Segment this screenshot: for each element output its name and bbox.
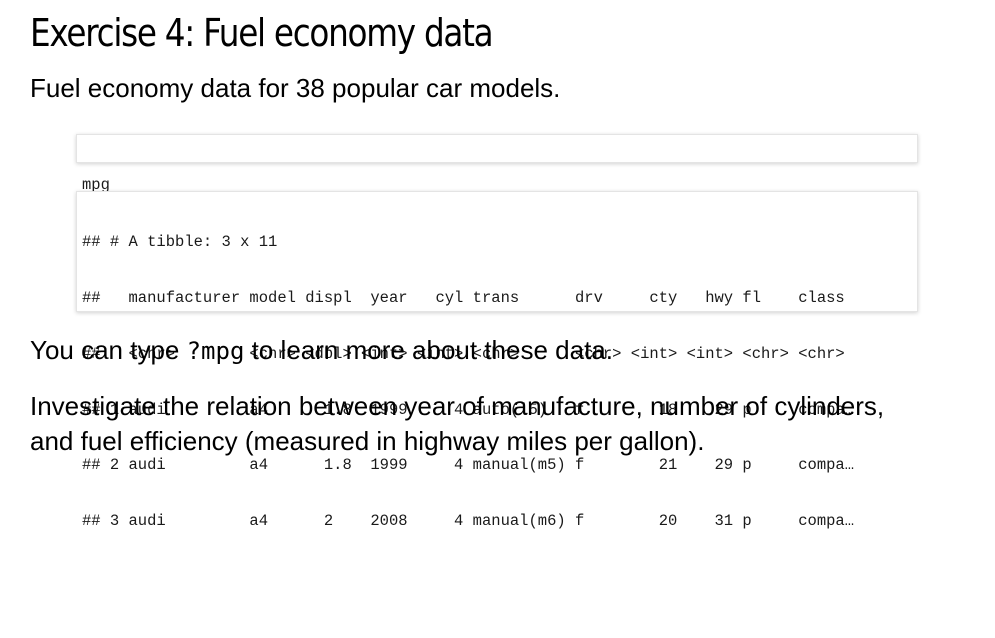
output-row: ## 2 audi a4 1.8 1999 4 manual(m5) f 21 … [82, 456, 855, 475]
output-row: ## 1 audi a4 1.8 1999 4 auto(l5) f 18 29… [82, 400, 855, 419]
intro-paragraph: Fuel economy data for 38 popular car mod… [30, 73, 561, 103]
output-tibble-header: ## # A tibble: 3 x 11 [82, 233, 278, 252]
help-text-before: You can type [30, 335, 187, 365]
output-column-types: ## <chr> <chr> <dbl> <int> <int> <chr> <… [82, 344, 845, 363]
task-line-2: and fuel efficiency (measured in highway… [30, 426, 705, 456]
task-line-1: Investigate the relation between year of… [30, 391, 885, 421]
code-output-block: ## # A tibble: 3 x 11 ## manufacturer mo… [76, 191, 918, 530]
output-column-names: ## manufacturer model displ year cyl tra… [82, 288, 845, 307]
help-paragraph: You can type ?mpg to learn more about th… [30, 333, 613, 369]
code-input-block: mpg [76, 134, 918, 194]
help-text-after: to learn more about these data. [244, 335, 613, 365]
inline-code-help: ?mpg [186, 337, 245, 365]
slide-title: Exercise 4: Fuel economy data [30, 11, 494, 55]
code-input-line: mpg [82, 176, 110, 195]
output-row: ## 3 audi a4 2 2008 4 manual(m6) f 20 31… [82, 512, 855, 531]
task-paragraph: Investigate the relation between year of… [30, 389, 884, 459]
